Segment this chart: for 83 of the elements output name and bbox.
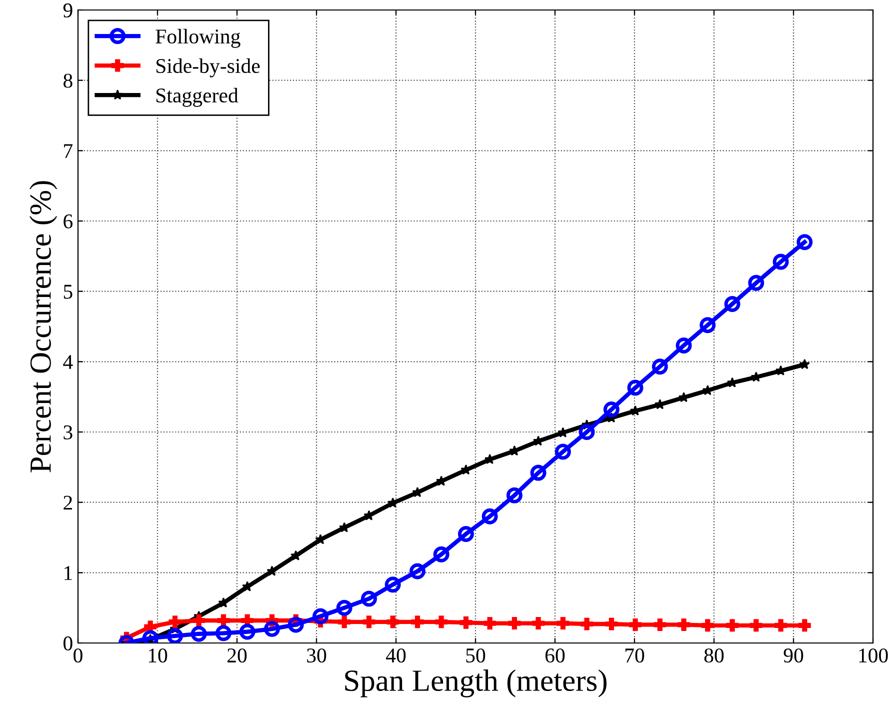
point xyxy=(312,608,328,624)
y-tick-label: 7 xyxy=(64,144,73,158)
point xyxy=(750,372,762,382)
point xyxy=(217,614,230,627)
point xyxy=(239,624,256,640)
point xyxy=(218,597,229,608)
x-axis-title: Span Length (meters) xyxy=(345,670,607,698)
point xyxy=(530,464,546,481)
point xyxy=(242,581,253,592)
point xyxy=(652,358,668,375)
point xyxy=(678,618,690,631)
point xyxy=(772,254,789,270)
point xyxy=(750,619,762,632)
x-tick-label: 30 xyxy=(307,648,326,663)
x-tick-label: 100 xyxy=(859,648,888,663)
point xyxy=(603,402,620,418)
point xyxy=(290,550,302,560)
point xyxy=(774,619,788,632)
point xyxy=(508,617,521,630)
point xyxy=(168,616,182,628)
y-tick-label: 6 xyxy=(64,214,73,228)
y-axis-title: Percent Occurrence (%) xyxy=(29,181,58,472)
y-tick-label: 5 xyxy=(64,284,72,299)
point xyxy=(799,358,810,370)
point xyxy=(506,487,522,504)
y-tick-label: 8 xyxy=(64,74,72,88)
legend-label: Following xyxy=(156,28,240,48)
point xyxy=(362,616,376,628)
point xyxy=(796,234,813,250)
point xyxy=(748,274,764,291)
point xyxy=(386,616,400,628)
legend-label: Side-by-side xyxy=(156,58,260,78)
point xyxy=(676,338,692,354)
point xyxy=(433,546,450,562)
y-tick-label: 3 xyxy=(64,425,72,440)
point xyxy=(482,508,498,524)
point xyxy=(411,616,424,628)
point xyxy=(724,296,740,312)
y-tick-label: 0 xyxy=(64,636,72,650)
point xyxy=(629,618,642,631)
point xyxy=(360,590,377,607)
x-tick-label: 90 xyxy=(784,648,804,663)
point xyxy=(627,380,644,396)
point xyxy=(578,424,595,440)
point xyxy=(605,618,618,630)
point xyxy=(216,625,232,642)
point xyxy=(554,444,571,460)
x-tick-label: 0 xyxy=(74,648,82,663)
point xyxy=(338,616,351,628)
point xyxy=(288,616,304,633)
point xyxy=(701,619,714,632)
point xyxy=(726,619,739,632)
point xyxy=(702,384,713,396)
x-tick-label: 80 xyxy=(704,648,724,663)
y-tick-label: 2 xyxy=(64,496,72,510)
point xyxy=(532,617,545,630)
x-tick-label: 50 xyxy=(466,648,486,663)
point xyxy=(556,617,570,630)
legend-label: Staggered xyxy=(156,88,238,107)
point xyxy=(190,626,207,642)
point xyxy=(484,617,496,630)
point xyxy=(167,628,183,643)
y-tick-label: 9 xyxy=(63,3,72,18)
point xyxy=(384,576,401,593)
point xyxy=(654,618,666,631)
point xyxy=(192,614,206,627)
x-tick-label: 60 xyxy=(545,648,565,663)
point xyxy=(266,566,278,576)
x-tick-label: 40 xyxy=(386,648,406,663)
point xyxy=(264,620,280,637)
point xyxy=(798,619,811,632)
point xyxy=(458,526,474,542)
y-tick-label: 1 xyxy=(64,566,72,580)
point xyxy=(435,616,448,628)
point xyxy=(336,600,352,616)
x-tick-label: 70 xyxy=(625,648,644,663)
point xyxy=(700,317,716,334)
x-tick-label: 10 xyxy=(148,648,168,663)
y-tick-label: 4 xyxy=(63,355,73,369)
point xyxy=(580,618,594,630)
point xyxy=(460,616,472,629)
point xyxy=(409,563,426,580)
x-tick-label: 20 xyxy=(228,648,247,663)
